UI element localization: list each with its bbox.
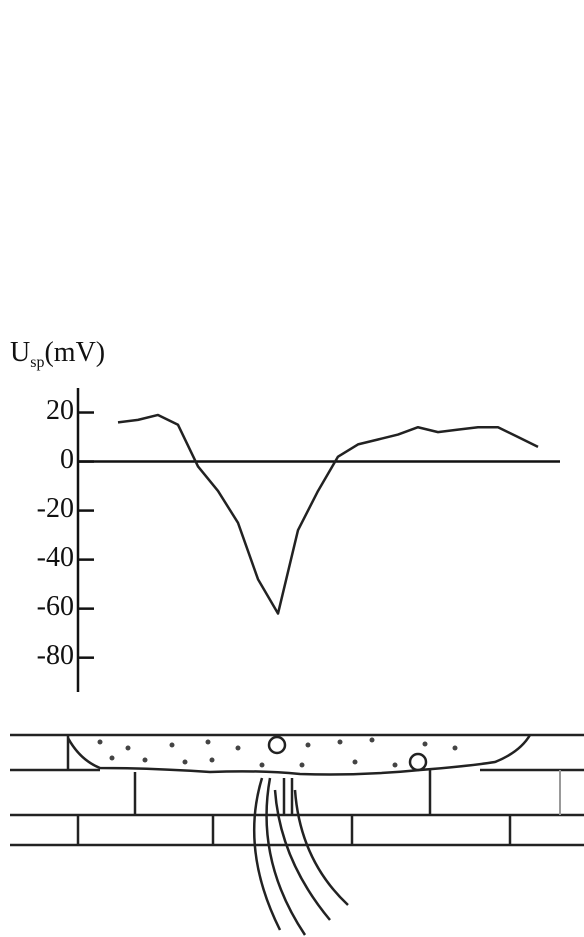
y-tick-label: -80 — [37, 640, 74, 671]
y-label-main: U — [10, 337, 30, 368]
sp-curve — [117, 413, 539, 615]
y-label-unit: (mV) — [44, 337, 105, 368]
geology-section — [10, 733, 584, 936]
y-tick-label: -40 — [37, 542, 74, 573]
y-label-sub: sp — [30, 354, 44, 371]
y-tick-label: -20 — [37, 493, 74, 524]
y-tick-label: -60 — [37, 591, 74, 622]
y-tick-label: 0 — [60, 444, 74, 475]
y-tick-label: 20 — [46, 395, 74, 426]
y-axis-label: Usp(mV) — [10, 337, 105, 370]
